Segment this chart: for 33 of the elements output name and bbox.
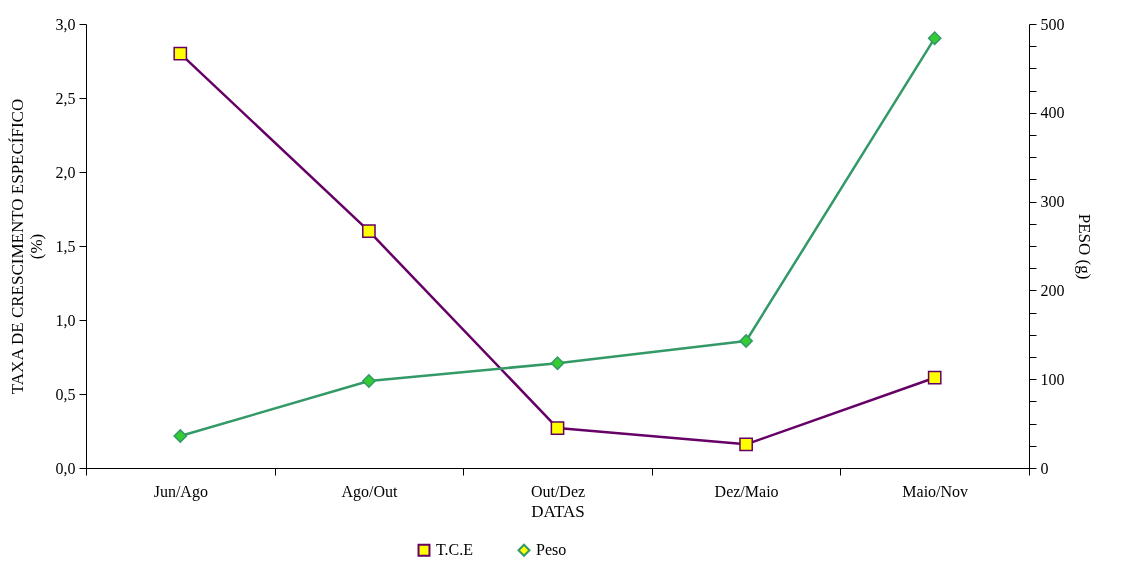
x-tick-label: Jun/Ago	[153, 482, 208, 501]
y-tick-label: 3,0	[55, 15, 76, 33]
y2-tick-label: 200	[1040, 281, 1065, 299]
y2-tick-label: 400	[1040, 104, 1065, 122]
point	[739, 334, 753, 348]
legend-label: Peso	[536, 541, 567, 559]
y-tick-label: 1,5	[55, 237, 76, 255]
x-tick-label: Ago/Out	[341, 482, 398, 501]
y-tick-label: 0,0	[55, 459, 76, 477]
x-tick-label: Out/Dez	[530, 482, 586, 500]
y-axis-title: TAXA DE CRESCIMENTO ESPECÍFICO (%)	[7, 98, 46, 395]
point	[550, 421, 565, 435]
legend-label: T.C.E	[436, 541, 474, 559]
point	[362, 374, 376, 388]
point	[550, 356, 565, 371]
x-tick-label: Maio/Nov	[902, 482, 969, 500]
y2-axis-title: PESO (g)	[1074, 213, 1094, 280]
point	[362, 224, 376, 239]
x-axis-title: DATAS	[531, 501, 585, 521]
y2-tick-label: 500	[1040, 15, 1065, 33]
x-tick-label: Dez/Maio	[714, 482, 779, 500]
point	[739, 437, 753, 452]
y-tick-label: 2,5	[55, 89, 76, 107]
y2-tick-label: 100	[1040, 370, 1065, 388]
point	[173, 429, 188, 443]
y-tick-label: 1,0	[55, 311, 76, 329]
y2-tick-label: 0	[1040, 459, 1049, 477]
point	[173, 46, 188, 61]
point	[927, 31, 942, 46]
y2-tick-label: 300	[1040, 193, 1065, 211]
y-tick-label: 2,0	[55, 163, 76, 181]
y-tick-label: 0,5	[55, 385, 76, 403]
point	[927, 370, 942, 385]
